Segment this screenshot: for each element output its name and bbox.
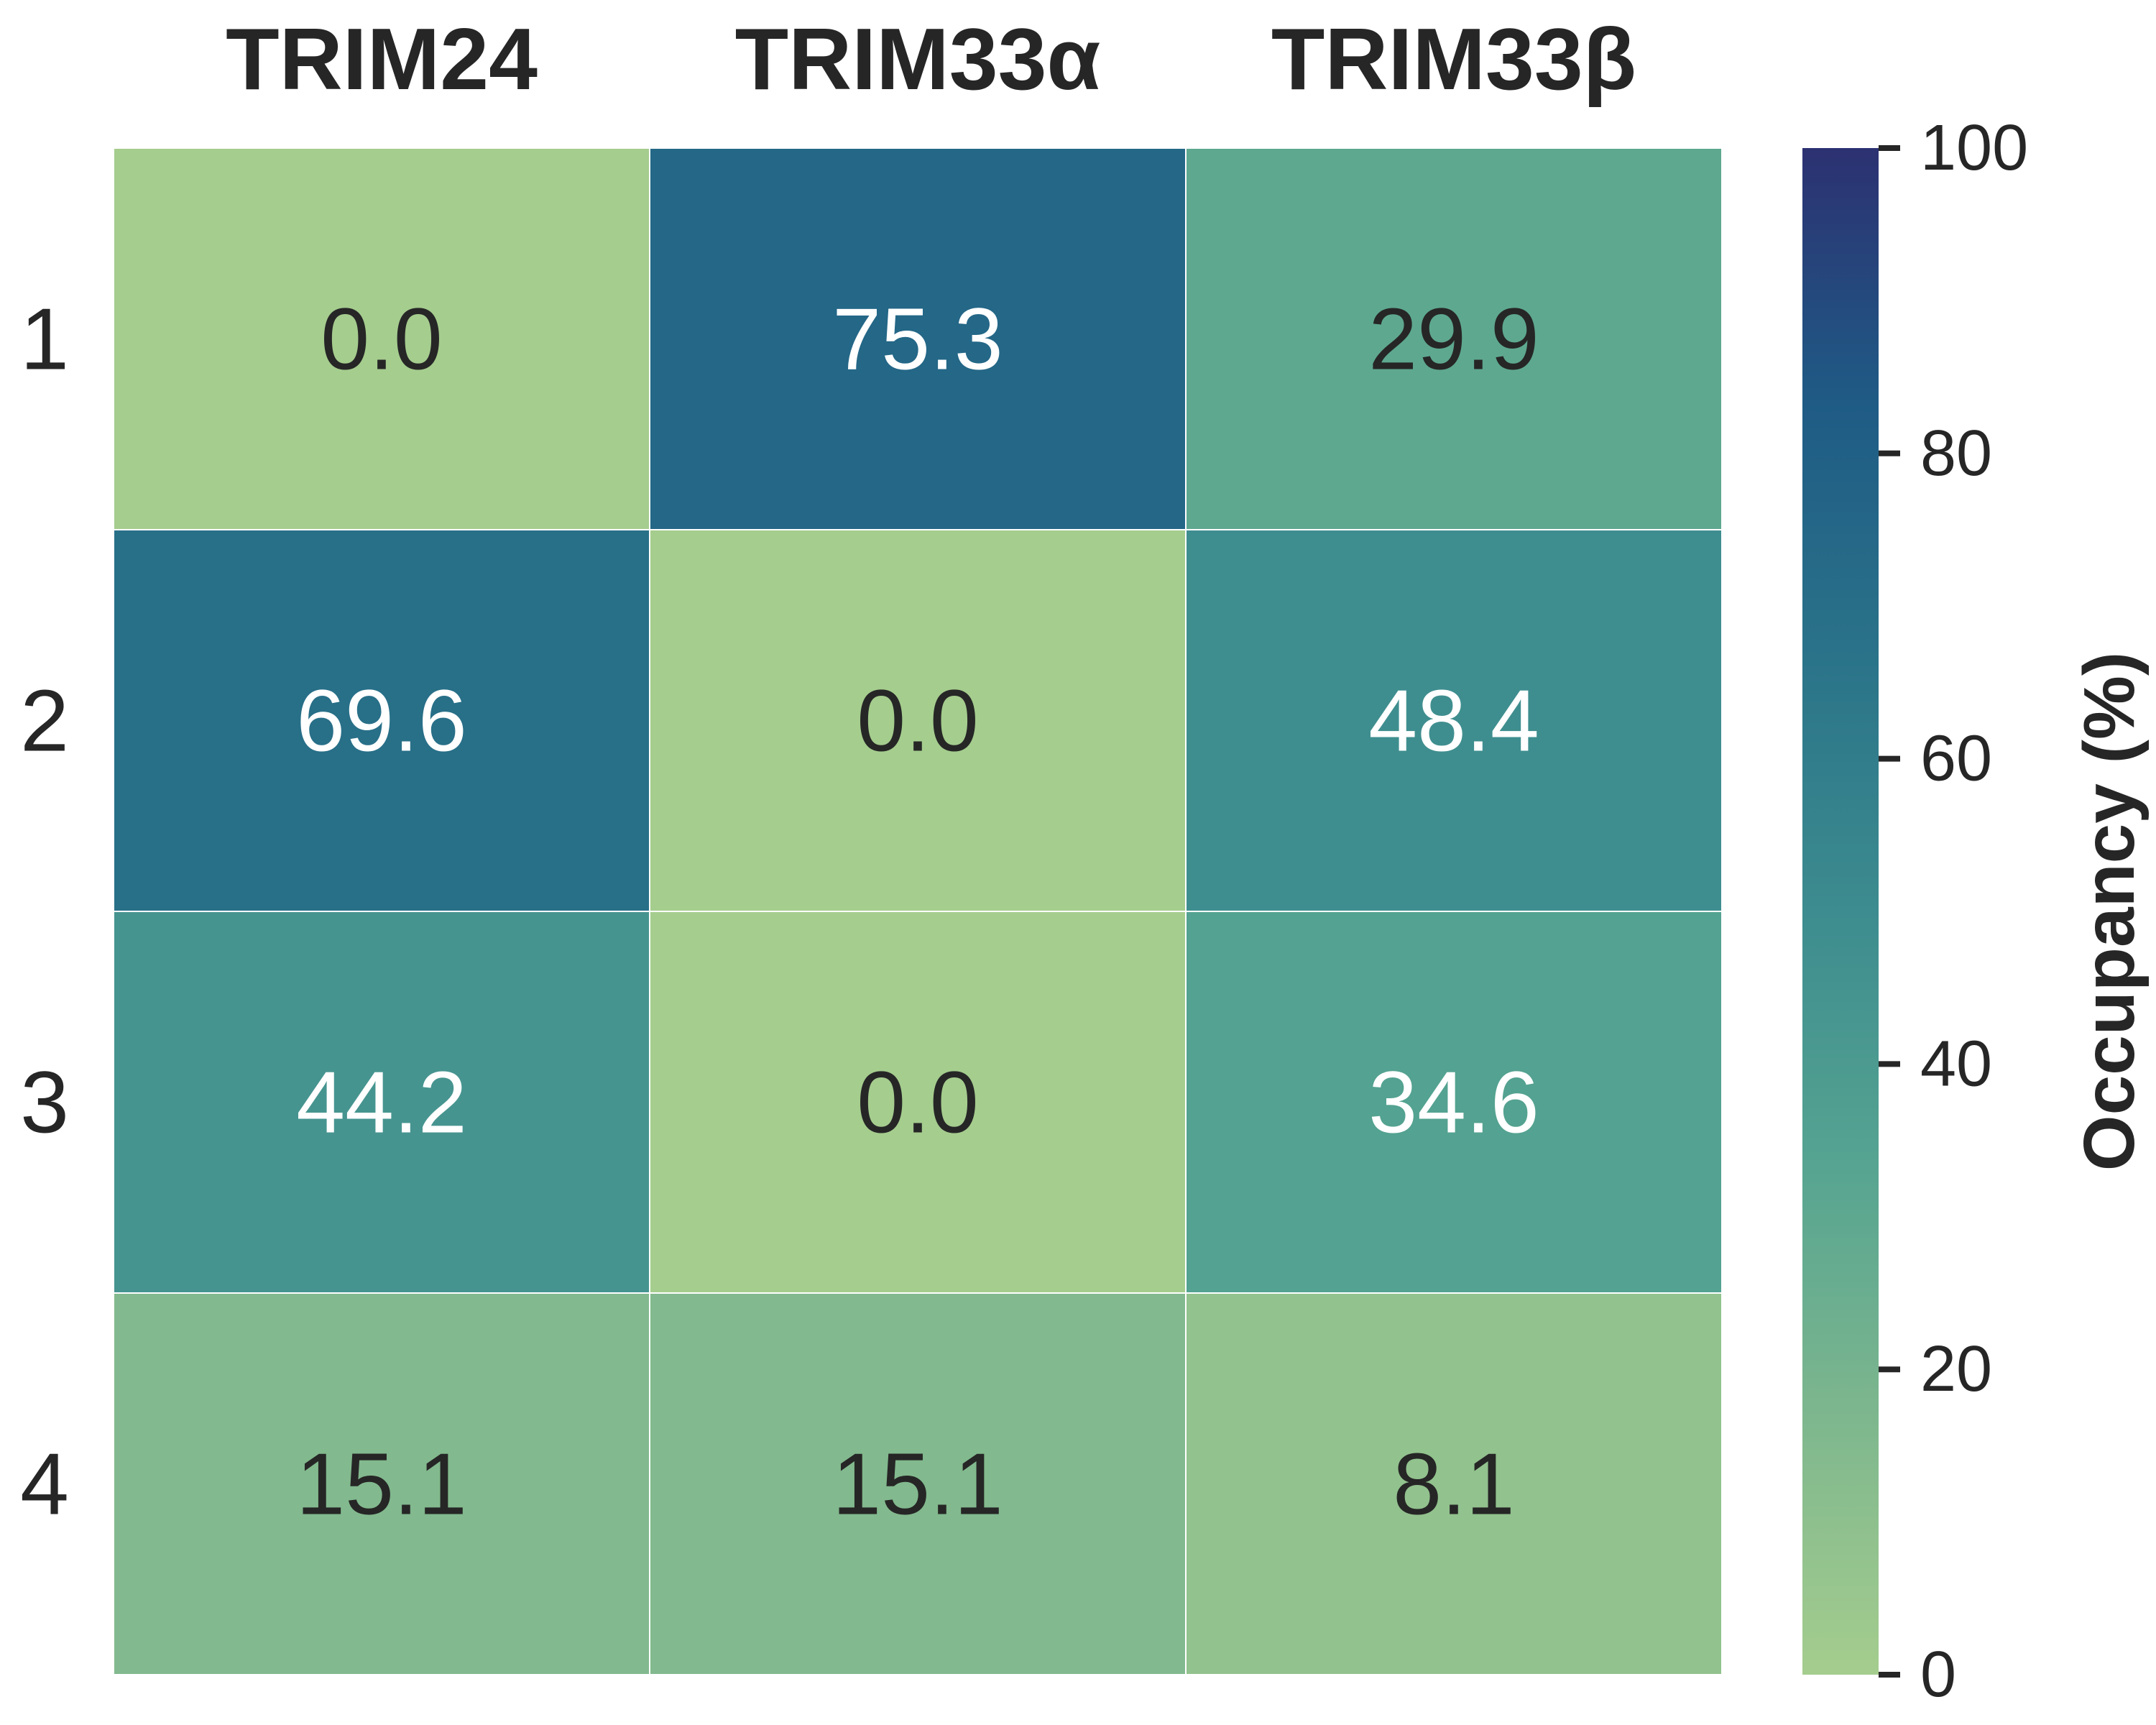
cell-value-label: 0.0 [857,672,979,770]
colorbar: 0 20 40 60 80 100 Occupancy (%) [1802,112,2150,1711]
cell-value-label: 8.1 [1393,1435,1515,1533]
heatmap-cell [649,911,1187,1294]
heatmap-cell [113,1292,650,1675]
row-label: 1 [20,290,69,388]
heatmap-cell [113,529,650,912]
colorbar-tick-label: 20 [1920,1333,1992,1405]
colorbar-tick-label: 40 [1920,1028,1992,1100]
colorbar-tick-label: 0 [1920,1639,1956,1711]
cell-value-label: 15.1 [832,1435,1003,1533]
column-label: TRIM24 [226,10,538,108]
column-label: TRIM33α [735,10,1101,108]
cell-value-label: 75.3 [832,290,1003,388]
cell-value-label: 34.6 [1368,1054,1539,1151]
colorbar-tick-label: 60 [1920,723,1992,795]
heatmap-cells: 0.0 75.3 29.9 69.6 0.0 48.4 44.2 0.0 34.6 15.1 15.… [113,147,1723,1675]
row-label: 4 [20,1435,69,1533]
heatmap-cell [113,147,650,530]
row-label: 2 [20,672,69,770]
column-labels: TRIM24 TRIM33α TRIM33β [226,10,1636,108]
cell-value-label: 29.9 [1368,290,1539,388]
heatmap-cell [1185,147,1723,530]
cell-value-label: 69.6 [296,672,466,770]
heatmap-cell [649,529,1187,912]
heatmap-cell [649,147,1187,530]
colorbar-label: Occupancy (%) [2069,652,2150,1171]
heatmap-cell [1185,529,1723,912]
colorbar-tick-label: 100 [1920,112,2028,184]
column-label: TRIM33β [1271,10,1636,108]
cell-value-label: 0.0 [857,1054,979,1151]
cell-value-label: 48.4 [1368,672,1539,770]
heatmap-cell [1185,1292,1723,1675]
row-label: 3 [20,1054,69,1151]
colorbar-gradient [1802,148,1879,1675]
heatmap-cell [113,911,650,1294]
cell-value-label: 15.1 [296,1435,466,1533]
colorbar-tick-label: 80 [1920,418,1992,489]
cell-value-label: 44.2 [296,1054,466,1151]
cell-value-label: 0.0 [321,290,443,388]
row-labels: 1 2 3 4 [20,290,69,1533]
colorbar-ticks: 0 20 40 60 80 100 [1879,112,2028,1711]
